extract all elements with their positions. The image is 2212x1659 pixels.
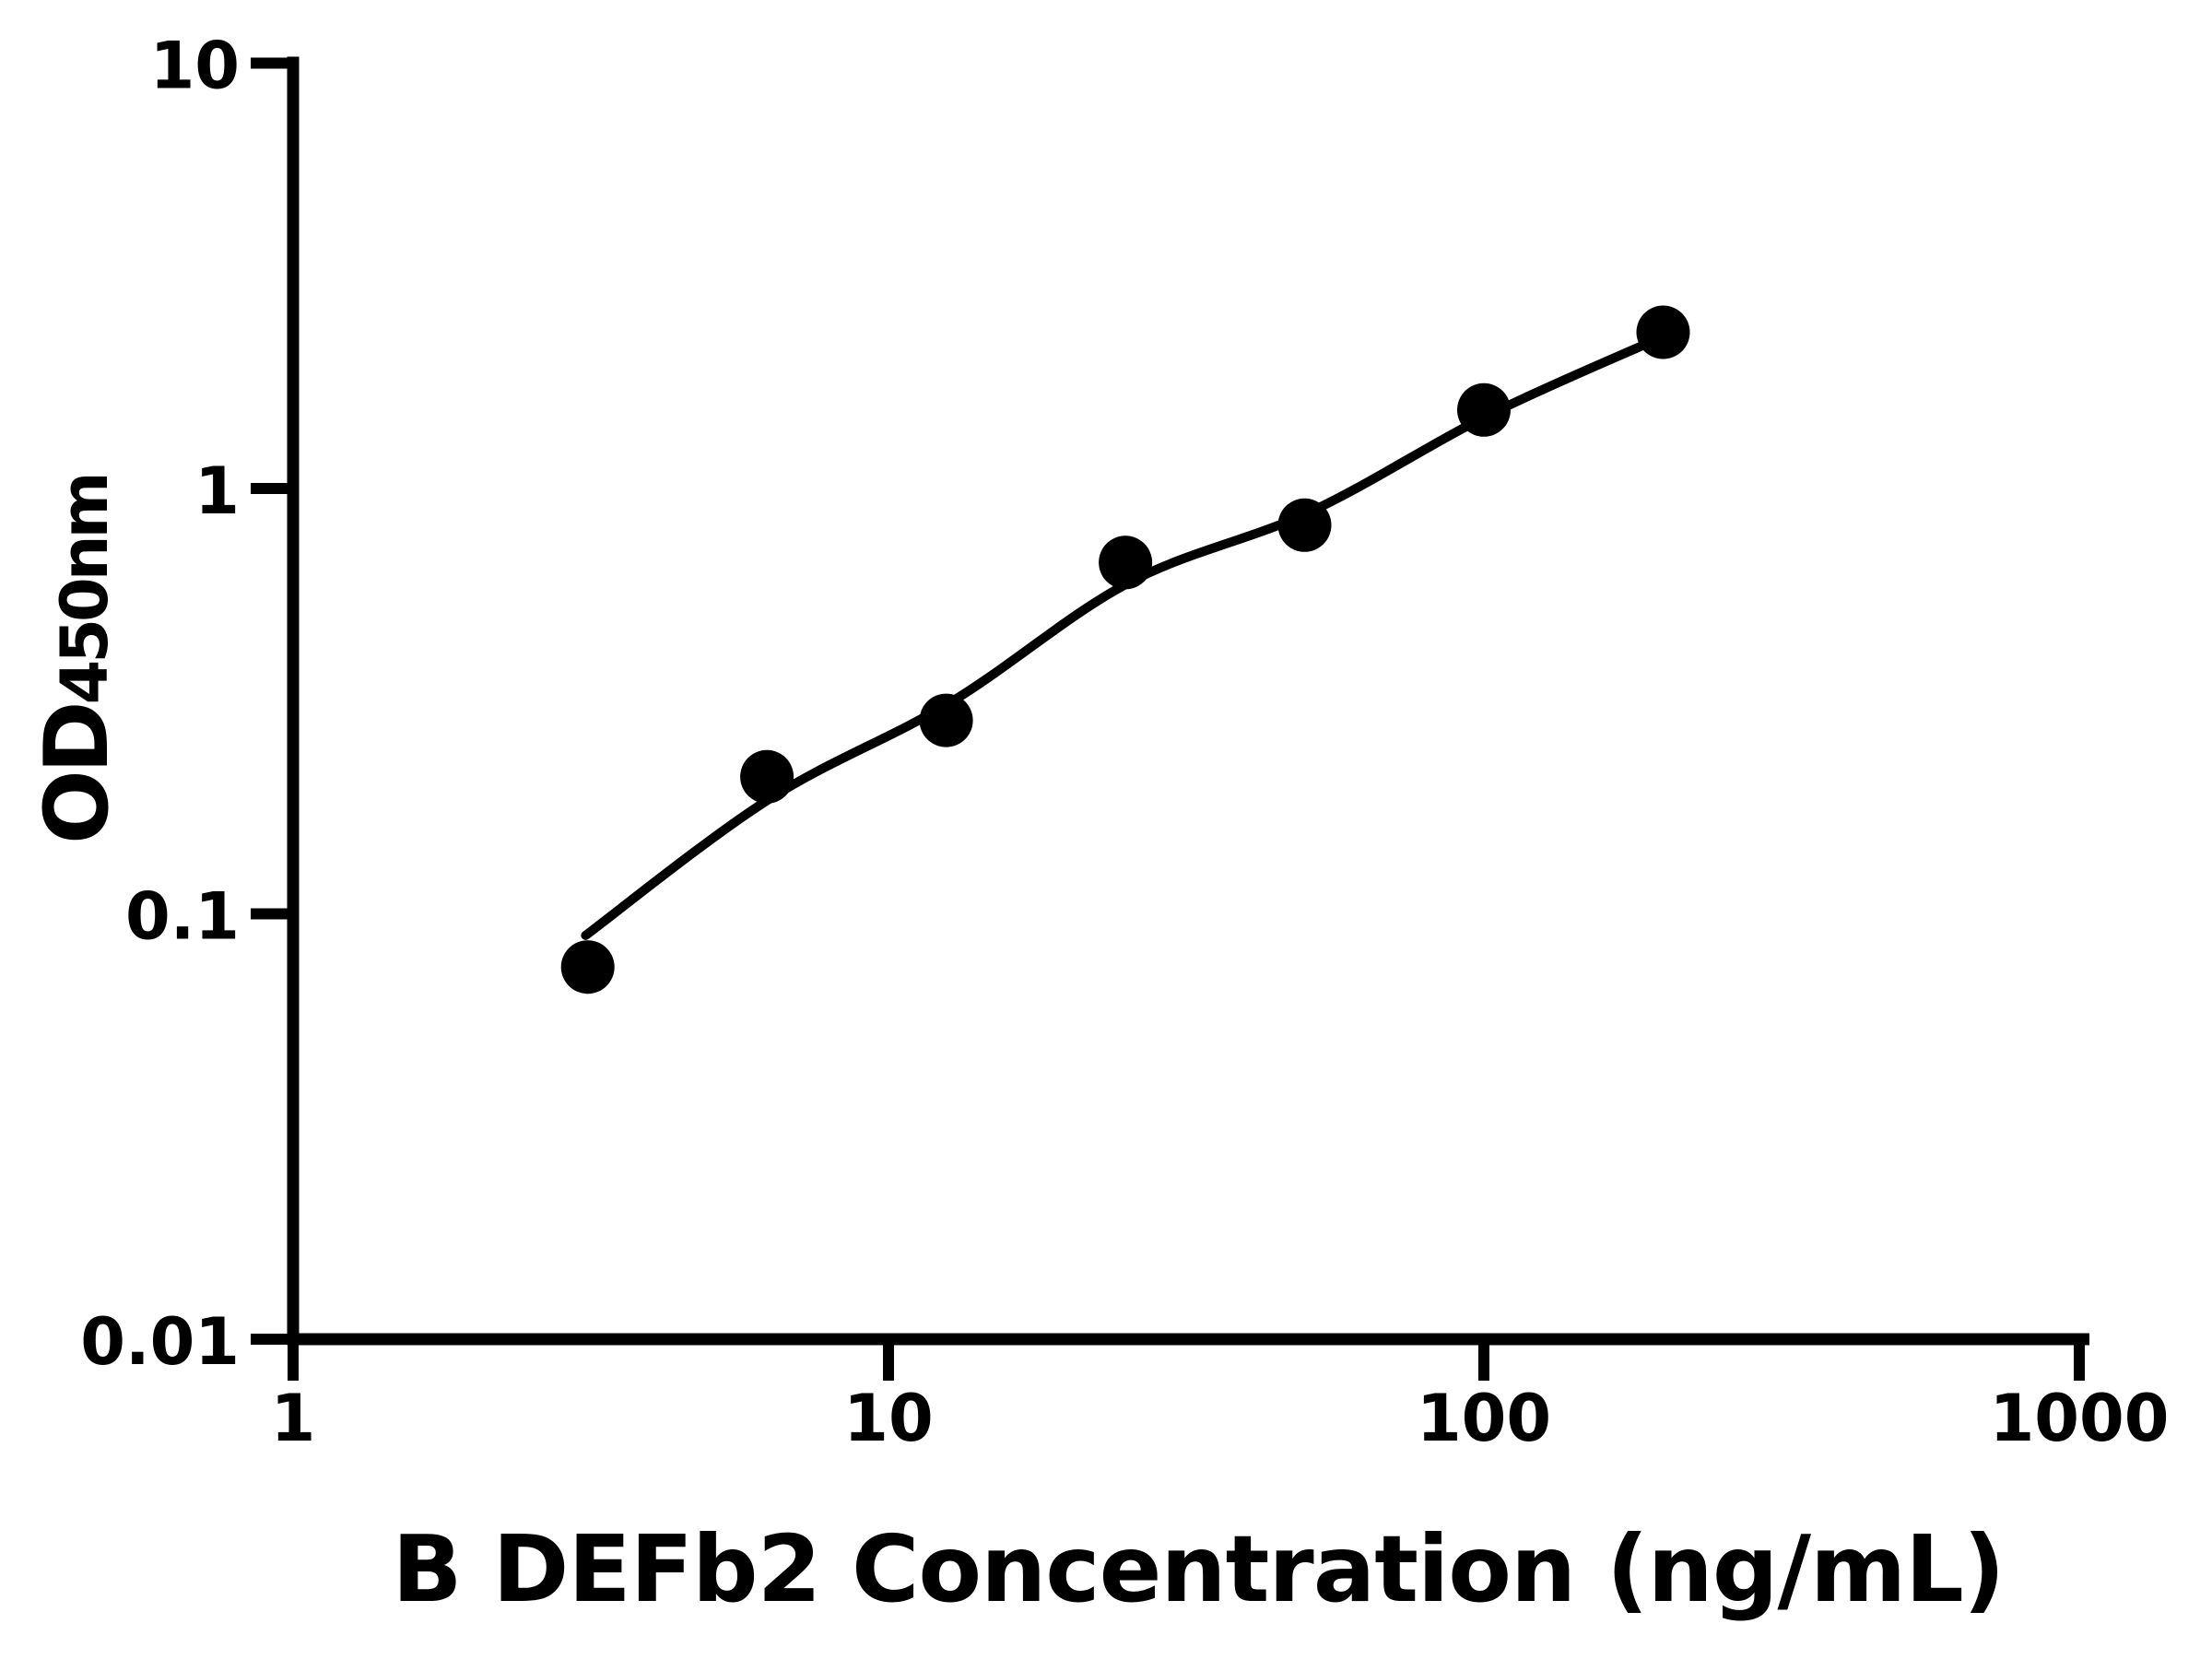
axes	[251, 56, 2089, 1381]
y-tick-label: 1	[194, 453, 240, 529]
y-axis-title-subscript: 450nm	[47, 475, 123, 704]
data-point	[1457, 382, 1511, 437]
x-tick-label: 1	[271, 1381, 316, 1456]
x-axis-title: B DEFb2 Concentration (ng/mL)	[392, 1515, 2004, 1623]
data-point	[740, 749, 794, 804]
y-axis-title-main: OD	[27, 704, 128, 844]
y-tick-label: 10	[150, 29, 240, 104]
x-tick-label: 100	[1417, 1381, 1551, 1456]
fit-curve-path	[581, 329, 1675, 940]
data-points	[560, 305, 1690, 994]
y-tick-label: 0.1	[125, 879, 240, 955]
data-point	[1277, 498, 1332, 552]
data-point	[1099, 535, 1153, 590]
data-point	[919, 693, 973, 747]
x-tick-label: 10	[843, 1381, 933, 1456]
y-tick-label: 0.01	[80, 1304, 240, 1380]
data-point	[560, 940, 615, 994]
data-point	[1636, 305, 1690, 359]
y-tick-labels: 10 1 0.1 0.01	[80, 29, 240, 1381]
x-tick-labels: 1 10 100 1000	[271, 1381, 2170, 1456]
x-tick-label: 1000	[1990, 1381, 2170, 1456]
y-axis-title: OD450nm	[27, 475, 128, 844]
